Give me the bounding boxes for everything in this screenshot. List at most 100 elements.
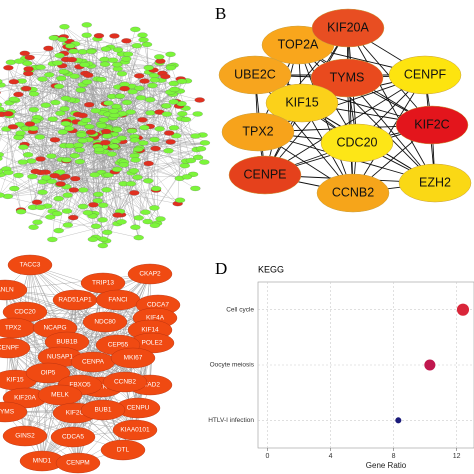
node — [27, 173, 38, 180]
node — [68, 48, 79, 54]
edge — [33, 78, 62, 94]
edge — [39, 136, 118, 216]
node — [0, 337, 31, 359]
node — [0, 106, 5, 112]
node-label: NUSAP1 — [47, 354, 73, 361]
edge — [97, 140, 117, 201]
node — [180, 116, 192, 123]
node — [25, 362, 71, 384]
node-label: CDCA5 — [62, 434, 84, 441]
node — [130, 224, 141, 230]
edge — [136, 45, 171, 55]
edge — [64, 26, 145, 82]
node — [119, 86, 130, 92]
node — [0, 401, 28, 423]
node — [395, 105, 469, 145]
node — [54, 52, 65, 59]
node — [112, 47, 124, 53]
node — [134, 73, 145, 79]
node — [0, 192, 5, 198]
node-label: KIF2C — [66, 410, 85, 417]
node — [73, 142, 84, 148]
edge — [99, 151, 155, 209]
edge — [25, 88, 27, 129]
node — [59, 106, 70, 112]
panel-label: D — [215, 259, 227, 278]
node — [111, 166, 123, 172]
node — [15, 130, 26, 136]
edge — [126, 58, 149, 181]
edge — [64, 26, 125, 85]
node-label: ATAD2 — [140, 382, 160, 389]
node — [8, 96, 19, 102]
node — [218, 55, 292, 95]
node — [169, 86, 180, 93]
point — [456, 303, 470, 316]
node — [99, 61, 111, 67]
node — [96, 123, 107, 129]
edge — [0, 133, 21, 195]
node — [32, 219, 43, 225]
node — [140, 209, 151, 215]
node — [82, 210, 93, 216]
edge — [24, 127, 140, 149]
edge — [177, 113, 183, 204]
node — [110, 347, 156, 369]
edge — [82, 61, 121, 212]
node — [77, 112, 88, 119]
node — [23, 66, 34, 72]
node — [150, 145, 161, 152]
node — [132, 174, 143, 180]
node — [44, 72, 55, 78]
node — [100, 46, 112, 52]
node-label: MND1 — [33, 458, 52, 465]
node — [114, 93, 126, 99]
node-label: TPX2 — [242, 124, 273, 138]
edge — [66, 134, 94, 212]
node — [155, 216, 166, 222]
node — [111, 103, 122, 110]
node — [165, 65, 176, 71]
node-label: CEP55 — [108, 342, 129, 349]
node — [109, 33, 120, 39]
node — [149, 222, 160, 228]
edge — [29, 264, 56, 329]
node — [106, 151, 117, 157]
node — [93, 33, 105, 39]
node — [310, 58, 384, 98]
node — [16, 209, 27, 215]
node — [168, 99, 179, 105]
node — [137, 32, 148, 38]
edge — [7, 127, 175, 197]
edge — [21, 211, 139, 238]
edge — [147, 165, 185, 222]
node — [23, 70, 34, 77]
node-label: OIP5 — [41, 370, 56, 377]
node — [143, 178, 154, 184]
node — [0, 79, 3, 84]
edge — [0, 109, 58, 214]
edge — [171, 66, 181, 92]
edge — [145, 54, 171, 213]
panel-a — [0, 22, 211, 249]
node — [88, 202, 99, 208]
edge — [87, 81, 114, 112]
node — [154, 126, 165, 132]
node — [102, 229, 113, 236]
node — [57, 36, 68, 43]
node-label: CENPF — [0, 345, 19, 352]
node-label: CENPM — [66, 460, 89, 467]
node — [129, 190, 140, 196]
node — [28, 125, 39, 132]
node — [46, 153, 57, 159]
node-label: NDC80 — [94, 319, 116, 326]
edge — [66, 121, 93, 217]
node — [149, 137, 160, 143]
edge — [0, 137, 118, 224]
node — [121, 99, 133, 106]
chart-title: KEGG — [258, 264, 284, 274]
node — [135, 95, 147, 101]
node-label: CDC20 — [337, 135, 378, 149]
node-label: CKAP2 — [139, 271, 161, 278]
node-label: MKI67 — [124, 355, 143, 362]
